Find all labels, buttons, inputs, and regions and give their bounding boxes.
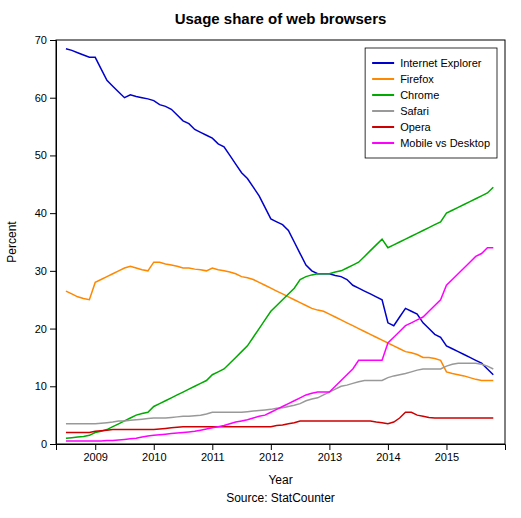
tick-mark — [50, 40, 56, 41]
tick-label: 0 — [41, 438, 47, 450]
legend-item: Firefox — [372, 73, 434, 85]
legend-item: Internet Explorer — [372, 57, 482, 69]
tick-label: 20 — [35, 323, 47, 335]
legend-swatch — [372, 142, 394, 144]
legend-item: Opera — [372, 121, 431, 133]
series-line — [66, 412, 493, 432]
tick: 20 — [35, 323, 56, 335]
legend-label: Opera — [400, 121, 431, 133]
title: Usage share of web browsers — [175, 10, 387, 27]
tick: 2009 — [83, 444, 107, 463]
tick-label: 2013 — [318, 451, 342, 463]
tick-mark — [50, 155, 56, 156]
tick: 10 — [35, 380, 56, 392]
tick: 60 — [35, 92, 56, 104]
tick-label: 2012 — [259, 451, 283, 463]
legend-item: Safari — [372, 105, 429, 117]
tick: 2015 — [435, 444, 459, 463]
legend-label: Chrome — [400, 89, 439, 101]
tick-label: 70 — [35, 34, 47, 46]
legend-swatch — [372, 62, 394, 64]
tick: 50 — [35, 149, 56, 161]
tick-mark — [50, 444, 56, 445]
tick-mark — [388, 444, 389, 450]
tick: 30 — [35, 265, 56, 277]
legend-swatch — [372, 126, 394, 128]
tick: 0 — [41, 438, 56, 450]
legend: Internet Explorer Firefox Chrome Safari Oper… — [365, 48, 497, 158]
annotation: Source: StatCounter — [226, 491, 335, 505]
series-line — [66, 262, 493, 380]
plot-area: 2009 2010 2011 2012 2013 2014 2015 0 10 20 30 40 50 6… — [35, 34, 506, 463]
tick: 40 — [35, 207, 56, 219]
legend-label: Safari — [400, 105, 429, 117]
axis-domain — [57, 445, 506, 451]
tick-label: 2010 — [142, 451, 166, 463]
tick-mark — [329, 444, 330, 450]
axis-domain — [50, 41, 57, 445]
tick-mark — [50, 213, 56, 214]
tick-label: 50 — [35, 149, 47, 161]
legend-item: Mobile vs Desktop — [372, 137, 490, 149]
tick-label: 10 — [35, 380, 47, 392]
tick-mark — [50, 386, 56, 387]
tick: 70 — [35, 34, 56, 46]
tick-mark — [271, 444, 272, 450]
legend-box — [365, 48, 497, 158]
series-line — [66, 49, 493, 375]
tick-label: 60 — [35, 92, 47, 104]
tick-mark — [50, 98, 56, 99]
series-line — [66, 187, 493, 438]
tick: 2012 — [259, 444, 283, 463]
legend-swatch — [372, 110, 394, 112]
tick-label: 2015 — [435, 451, 459, 463]
tick-mark — [212, 444, 213, 450]
y-axis-title: Percent — [5, 221, 19, 263]
tick-mark — [50, 271, 56, 272]
legend-swatch — [372, 78, 394, 80]
tick-label: 30 — [35, 265, 47, 277]
chart: 2009 2010 2011 2012 2013 2014 2015 0 10 20 30 40 50 6… — [0, 0, 521, 518]
series-line — [66, 248, 493, 441]
series-line — [66, 363, 493, 424]
x-axis-title: Year — [268, 473, 292, 487]
legend-label: Mobile vs Desktop — [400, 137, 490, 149]
tick: 2014 — [376, 444, 400, 463]
tick-label: 2014 — [376, 451, 400, 463]
tick-label: 40 — [35, 207, 47, 219]
tick: 2013 — [318, 444, 342, 463]
tick-label: 2011 — [201, 451, 225, 463]
legend-swatch — [372, 94, 394, 96]
y-axis: 0 10 20 30 40 50 60 70 — [35, 34, 57, 450]
x-axis: 2009 2010 2011 2012 2013 2014 2015 — [57, 444, 506, 463]
tick: 2010 — [142, 444, 166, 463]
tick-mark — [95, 444, 96, 450]
tick-mark — [154, 444, 155, 450]
tick-mark — [50, 329, 56, 330]
legend-label: Internet Explorer — [400, 57, 482, 69]
tick: 2011 — [201, 444, 225, 463]
legend-item: Chrome — [372, 89, 439, 101]
tick-mark — [446, 444, 447, 450]
legend-label: Firefox — [400, 73, 434, 85]
tick-label: 2009 — [83, 451, 107, 463]
plot-frame — [56, 40, 505, 444]
